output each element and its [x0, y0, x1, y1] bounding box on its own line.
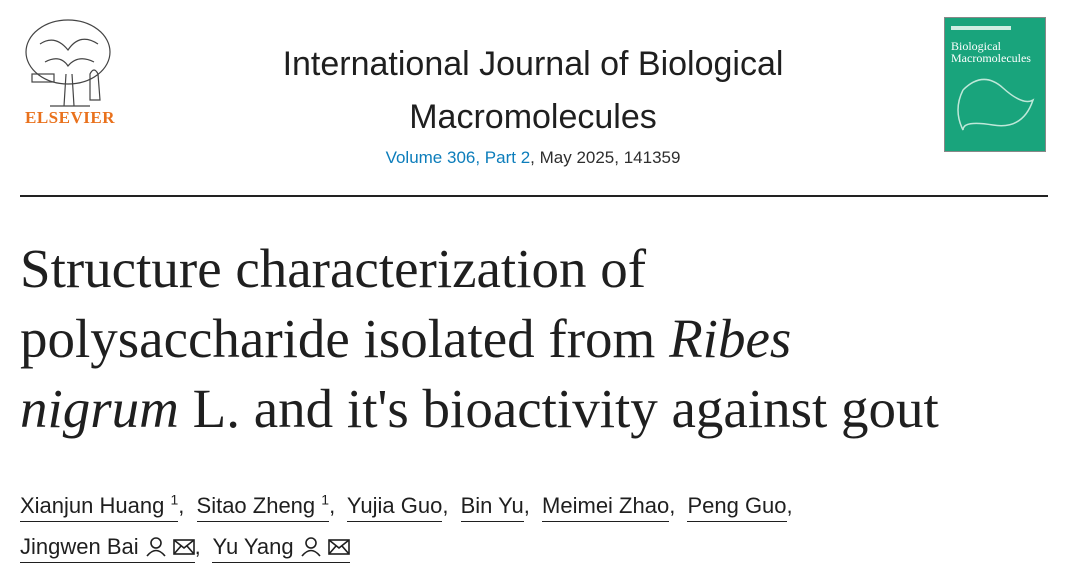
author-affiliation: 1 — [170, 492, 179, 508]
title-text: Structure characterization of — [20, 238, 647, 299]
journal-cover[interactable]: Biological Macromolecules — [944, 17, 1046, 152]
author-name: Meimei Zhao — [542, 493, 670, 519]
separator: , — [178, 493, 185, 519]
title-italic: nigrum — [20, 378, 179, 439]
article-title: Structure characterization of polysacchar… — [20, 234, 939, 444]
separator: , — [786, 493, 793, 519]
publisher: ELSEVIER — [25, 108, 115, 127]
title-text: polysaccharide isolated from — [20, 308, 670, 369]
title-line: Structure characterization of — [20, 234, 939, 304]
title-text: L. and it's bioactivity against gout — [178, 378, 939, 439]
separator: , — [669, 493, 676, 519]
person-icon[interactable] — [300, 537, 322, 557]
separator: , — [194, 534, 201, 560]
author-name: Sitao Zheng — [196, 493, 316, 519]
author-link[interactable]: Xianjun Huang 1 — [20, 492, 179, 523]
author-name: Peng Guo — [687, 493, 787, 519]
separator: , — [442, 493, 449, 519]
author-link[interactable]: Yu Yang — [212, 534, 350, 564]
author-name: Yujia Guo — [346, 493, 443, 519]
author-link[interactable]: Meimei Zhao — [542, 493, 670, 523]
divider — [20, 195, 1048, 197]
cover-title: Biological Macromolecules — [951, 39, 1031, 65]
title-italic: Ribes — [669, 308, 792, 369]
author-link[interactable]: Yujia Guo — [346, 493, 443, 523]
author-name: Bin Yu — [460, 493, 524, 519]
mail-icon[interactable] — [172, 537, 195, 557]
author-name: Yu Yang — [212, 534, 294, 560]
author-affiliation: 1 — [321, 492, 330, 508]
elsevier-logo — [25, 19, 111, 107]
cover-band — [951, 26, 1011, 30]
mail-icon[interactable] — [327, 537, 350, 557]
author-link[interactable]: Peng Guo — [687, 493, 787, 523]
volume-link[interactable]: Volume 306, Part 2 — [385, 148, 531, 167]
journal-title[interactable]: International Journal of Biological Macr… — [282, 45, 784, 136]
author-name: Xianjun Huang — [20, 493, 165, 519]
title-line: polysaccharide isolated from Ribes — [20, 304, 939, 374]
author-list: Xianjun Huang 1, Sitao Zheng 1, Yujia Gu… — [20, 480, 890, 567]
author-link[interactable]: Sitao Zheng 1 — [196, 492, 330, 523]
author-name: Jingwen Bai — [20, 534, 139, 560]
cover-art — [957, 78, 1035, 131]
separator: , — [329, 493, 336, 519]
person-icon[interactable] — [145, 537, 167, 557]
author-link[interactable]: Bin Yu — [460, 493, 524, 523]
separator: , — [523, 493, 530, 519]
volume-line: Volume 306, Part 2, May 2025, 141359 — [220, 148, 846, 168]
author-link[interactable]: Jingwen Bai — [20, 534, 195, 564]
title-line: nigrum L. and it's bioactivity against g… — [20, 374, 939, 444]
issue-info: , May 2025, 141359 — [530, 148, 681, 167]
